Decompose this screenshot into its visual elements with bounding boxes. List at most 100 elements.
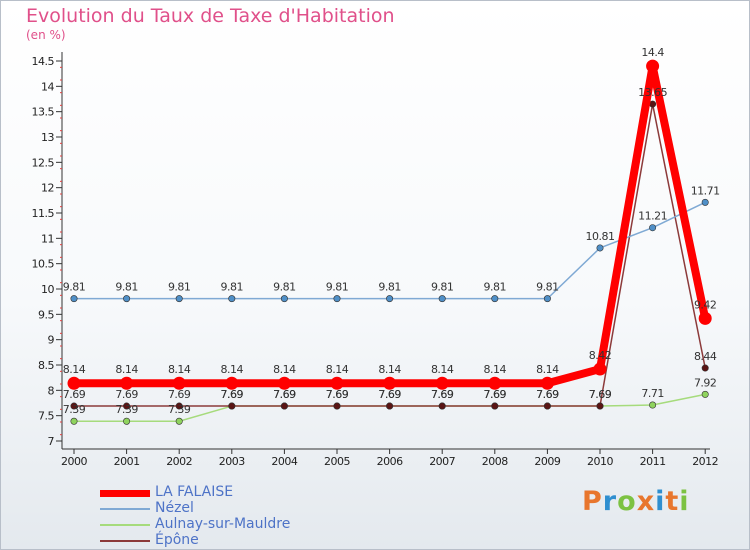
data-label: 11.71: [691, 184, 720, 197]
data-point: [123, 417, 131, 425]
x-tick-label: 2004: [271, 455, 297, 468]
legend-label: Aulnay-sur-Mauldre: [155, 516, 291, 532]
y-tick-label: 10.5: [32, 258, 55, 271]
data-point: [698, 311, 712, 325]
data-label: 10.81: [586, 230, 615, 243]
y-tick-label: 14.5: [32, 55, 55, 68]
data-label: 7.92: [694, 376, 717, 389]
data-point: [67, 376, 81, 390]
data-point: [330, 376, 344, 390]
data-label: 7.69: [589, 388, 612, 401]
legend-label: Épône: [155, 532, 199, 548]
data-label: 7.69: [536, 388, 559, 401]
x-tick-label: 2008: [482, 455, 508, 468]
data-point: [175, 295, 183, 303]
x-tick-label: 2010: [587, 455, 613, 468]
data-label: 13.65: [638, 86, 667, 99]
y-tick-label: 9.5: [38, 308, 54, 321]
data-point: [172, 376, 186, 390]
x-tick-label: 2002: [166, 455, 192, 468]
data-point: [649, 224, 657, 232]
x-tick-label: 2006: [377, 455, 403, 468]
data-point: [701, 390, 709, 398]
data-label: 7.69: [431, 388, 454, 401]
data-point: [646, 59, 660, 73]
data-label: 7.69: [221, 388, 244, 401]
data-point: [70, 417, 78, 425]
x-tick-label: 2007: [429, 455, 455, 468]
data-point: [438, 295, 446, 303]
data-label: 9.81: [221, 281, 244, 294]
data-label: 9.81: [63, 281, 86, 294]
x-tick-label: 2001: [114, 455, 140, 468]
data-point: [435, 376, 449, 390]
series-line-0: [70, 62, 710, 388]
logo-letter: t: [665, 486, 680, 517]
data-point: [175, 402, 183, 410]
proxiti-logo: Proxiti: [582, 486, 690, 517]
data-point: [277, 376, 291, 390]
data-label: 7.39: [115, 403, 138, 416]
data-point: [333, 295, 341, 303]
data-label: 7.69: [273, 388, 296, 401]
x-tick-label: 2012: [692, 455, 718, 468]
data-point: [701, 364, 709, 372]
data-label: 8.14: [326, 363, 349, 376]
data-point: [175, 417, 183, 425]
data-point: [120, 376, 134, 390]
data-label: 7.69: [326, 388, 349, 401]
data-label: 9.81: [168, 281, 191, 294]
data-point: [438, 402, 446, 410]
data-label: 7.69: [221, 388, 244, 401]
data-point: [280, 295, 288, 303]
y-tick-label: 11.5: [32, 207, 55, 220]
data-point: [491, 402, 499, 410]
data-point: [225, 376, 239, 390]
data-point: [596, 244, 604, 252]
data-point: [333, 402, 341, 410]
legend-swatch: [100, 524, 150, 526]
data-label: 8.44: [694, 350, 717, 363]
logo-letter: r: [602, 486, 618, 517]
data-point: [386, 402, 394, 410]
data-label: 8.14: [484, 363, 507, 376]
data-label: 7.39: [63, 403, 86, 416]
data-label: 8.14: [431, 363, 454, 376]
y-tick-label: 12.5: [32, 156, 55, 169]
data-label: 9.81: [536, 281, 559, 294]
logo-letter: o: [617, 486, 637, 517]
logo-letter: i: [679, 486, 690, 517]
x-tick-label: 2005: [324, 455, 350, 468]
data-label: 8.14: [221, 363, 244, 376]
data-label: 9.81: [273, 281, 296, 294]
data-label: 9.81: [378, 281, 401, 294]
data-label: 7.71: [641, 387, 664, 400]
data-label: 8.14: [63, 363, 86, 376]
data-point: [593, 362, 607, 376]
data-point: [383, 376, 397, 390]
data-label: 7.69: [431, 388, 454, 401]
data-label: 7.39: [168, 403, 191, 416]
data-label: 8.14: [273, 363, 296, 376]
data-label: 9.81: [326, 281, 349, 294]
legend-swatch: [100, 540, 150, 542]
y-tick-label: 14: [41, 80, 54, 93]
y-tick-label: 13: [41, 131, 54, 144]
data-point: [701, 198, 709, 206]
logo-letter: i: [655, 486, 666, 517]
x-tick-label: 2000: [61, 455, 87, 468]
data-label: 7.69: [484, 388, 507, 401]
legend-label: Nézel: [155, 500, 194, 516]
legend-swatch: [100, 508, 150, 510]
data-point: [488, 376, 502, 390]
data-point: [123, 402, 131, 410]
y-tick-label: 13.5: [32, 106, 55, 119]
data-label: 7.69: [378, 388, 401, 401]
data-point: [228, 402, 236, 410]
y-tick-label: 7: [48, 435, 55, 448]
chart-title: Evolution du Taux de Taxe d'Habitation: [26, 5, 395, 27]
legend-swatch: [100, 489, 150, 497]
data-label: 8.14: [115, 363, 138, 376]
